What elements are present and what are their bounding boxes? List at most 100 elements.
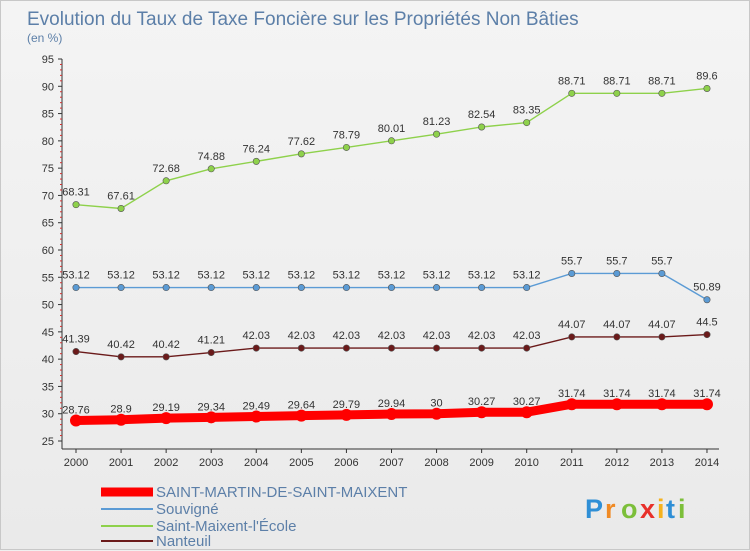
- data-label: 28.9: [110, 404, 131, 416]
- chart-subtitle: (en %): [27, 31, 62, 45]
- data-label: 55.7: [606, 255, 627, 267]
- data-label: 53.12: [378, 270, 406, 282]
- data-label: 42.03: [288, 330, 316, 342]
- data-label: 89.6: [696, 70, 717, 82]
- data-point: [613, 89, 621, 97]
- data-label: 53.12: [423, 270, 451, 282]
- data-label: 42.03: [513, 330, 541, 342]
- data-label: 50.89: [693, 282, 721, 294]
- x-tick-label: 2002: [154, 457, 178, 469]
- data-label: 77.62: [288, 136, 316, 148]
- data-point: [655, 398, 668, 411]
- data-point: [430, 407, 443, 420]
- data-label: 53.12: [62, 270, 90, 282]
- data-point: [252, 284, 260, 292]
- y-tick-label: 95: [42, 54, 54, 66]
- legend-label: Nanteuil: [156, 533, 211, 550]
- data-point: [613, 333, 621, 341]
- data-label: 42.03: [333, 330, 361, 342]
- data-label: 41.39: [62, 334, 90, 346]
- data-point: [523, 284, 531, 292]
- data-label: 42.03: [243, 330, 271, 342]
- data-point: [160, 412, 173, 425]
- data-label: 28.76: [62, 404, 90, 416]
- data-label: 53.12: [333, 270, 361, 282]
- logo-letter: r: [605, 494, 616, 524]
- legend-label: SAINT-MARTIN-DE-SAINT-MAIXENT: [156, 484, 407, 501]
- data-point: [72, 201, 80, 209]
- data-point: [115, 413, 128, 426]
- y-tick-label: 25: [42, 436, 54, 448]
- data-label: 42.03: [423, 330, 451, 342]
- data-label: 83.35: [513, 105, 541, 117]
- data-label: 44.07: [648, 319, 676, 331]
- y-tick-label: 30: [42, 409, 54, 421]
- data-point: [342, 143, 350, 151]
- data-point: [433, 130, 441, 138]
- data-point: [162, 353, 170, 361]
- data-label: 74.88: [197, 151, 225, 163]
- x-tick-label: 2004: [244, 457, 268, 469]
- data-label: 53.12: [468, 270, 496, 282]
- data-point: [387, 284, 395, 292]
- data-point: [387, 137, 395, 145]
- logo-letter: i: [678, 494, 686, 524]
- data-point: [162, 284, 170, 292]
- data-point: [523, 344, 531, 352]
- data-point: [117, 204, 125, 212]
- data-point: [250, 410, 263, 423]
- data-point: [703, 331, 711, 339]
- data-label: 72.68: [152, 163, 180, 175]
- data-point: [478, 284, 486, 292]
- data-label: 88.71: [558, 75, 586, 87]
- y-tick-label: 60: [42, 245, 54, 257]
- data-label: 29.64: [288, 400, 316, 412]
- data-label: 67.61: [107, 190, 135, 202]
- data-label: 53.12: [107, 270, 135, 282]
- data-point: [72, 284, 80, 292]
- data-label: 78.79: [333, 129, 361, 141]
- data-point: [207, 165, 215, 173]
- data-label: 30: [430, 398, 442, 410]
- data-label: 44.07: [558, 319, 586, 331]
- x-tick-label: 2013: [650, 457, 674, 469]
- x-tick-label: 2014: [695, 457, 719, 469]
- chart-title: Evolution du Taux de Taxe Foncière sur l…: [27, 9, 579, 30]
- y-tick-label: 70: [42, 190, 54, 202]
- data-label: 30.27: [513, 396, 541, 408]
- data-label: 88.71: [648, 75, 676, 87]
- data-point: [205, 411, 218, 424]
- data-point: [207, 284, 215, 292]
- data-point: [658, 333, 666, 341]
- legend-label: Saint-Maixent-l'École: [156, 518, 296, 535]
- data-point: [433, 284, 441, 292]
- y-tick-label: 55: [42, 272, 54, 284]
- x-tick-label: 2006: [334, 457, 358, 469]
- logo-letter: x: [640, 494, 655, 524]
- data-point: [252, 157, 260, 165]
- data-label: 44.5: [696, 317, 717, 329]
- y-tick-label: 75: [42, 163, 54, 175]
- data-label: 40.42: [152, 339, 180, 351]
- data-point: [387, 344, 395, 352]
- data-label: 42.03: [378, 330, 406, 342]
- logo-letter: t: [666, 494, 675, 524]
- y-tick-label: 35: [42, 381, 54, 393]
- data-point: [340, 408, 353, 421]
- data-label: 82.54: [468, 109, 496, 121]
- data-label: 53.12: [152, 270, 180, 282]
- data-label: 31.74: [693, 388, 721, 400]
- y-tick-label: 50: [42, 300, 54, 312]
- x-tick-label: 2007: [379, 457, 403, 469]
- data-point: [478, 344, 486, 352]
- x-tick-label: 2003: [199, 457, 223, 469]
- x-tick-label: 2008: [424, 457, 448, 469]
- data-label: 31.74: [603, 388, 631, 400]
- x-tick-label: 2009: [469, 457, 493, 469]
- data-point: [295, 409, 308, 422]
- data-label: 55.7: [651, 255, 672, 267]
- data-point: [342, 344, 350, 352]
